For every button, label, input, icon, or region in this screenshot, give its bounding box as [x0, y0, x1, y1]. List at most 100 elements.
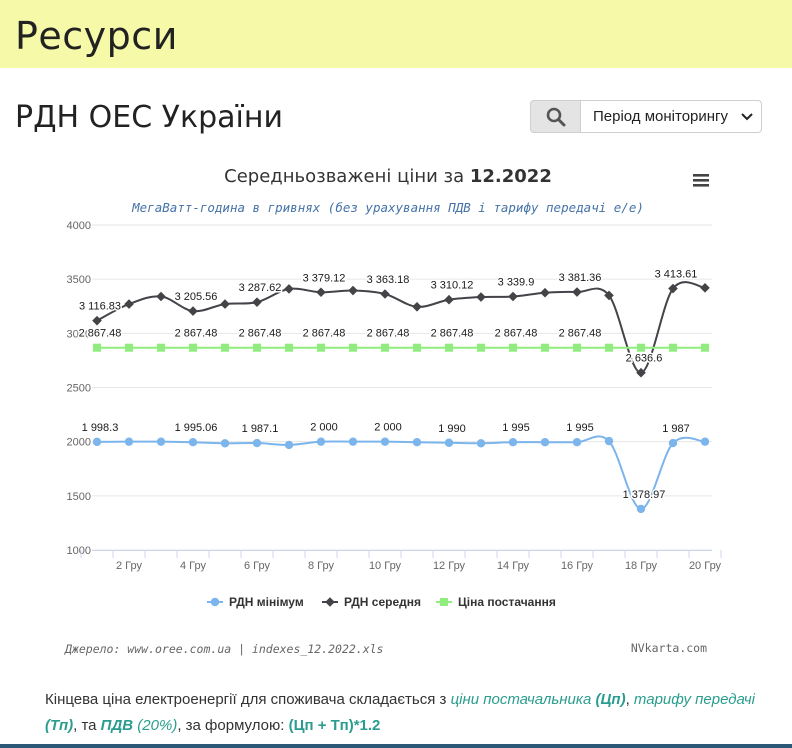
data-point[interactable]	[700, 437, 710, 446]
data-point[interactable]	[572, 438, 582, 447]
data-point[interactable]	[541, 343, 549, 352]
data-point[interactable]	[445, 343, 453, 352]
data-point[interactable]	[156, 437, 166, 446]
legend-marker[interactable]	[210, 597, 220, 607]
data-point[interactable]	[92, 437, 102, 447]
data-label: 2 867.48	[239, 328, 282, 340]
data-point[interactable]	[477, 343, 485, 352]
data-point[interactable]	[316, 437, 326, 446]
y-tick-label: 2000	[67, 437, 91, 449]
data-point[interactable]	[508, 291, 518, 302]
footer-text-4: , за формулою:	[177, 717, 289, 734]
data-label: 1 987.1	[242, 423, 279, 435]
y-tick-label: 3500	[67, 274, 91, 286]
data-point[interactable]	[476, 292, 486, 302]
legend-item[interactable]: Ціна постачання	[436, 595, 556, 609]
legend-label: Ціна постачання	[458, 595, 556, 609]
transmission-tariff-abbr: (Тп)	[45, 717, 74, 734]
data-label: 2 867.48	[495, 328, 538, 340]
legend-item[interactable]: РДН мінімум	[207, 595, 304, 609]
chart-subtitle: МегаВатт-година в гривнях (без урахуванн…	[131, 200, 644, 215]
data-point[interactable]	[700, 283, 710, 293]
series-line	[96, 281, 706, 374]
data-point[interactable]	[92, 315, 102, 326]
x-tick-label: 12 Гру	[433, 560, 466, 572]
data-point[interactable]	[604, 436, 614, 446]
transmission-tariff-link[interactable]: тарифу передачі (Тп)	[45, 691, 755, 734]
y-tick-label: 1000	[67, 545, 91, 557]
series-square	[93, 343, 709, 352]
data-point[interactable]	[220, 439, 230, 448]
data-point[interactable]	[220, 299, 230, 309]
footer-text-3: , та	[73, 717, 101, 734]
search-button[interactable]	[530, 100, 580, 133]
page-title: РДН ОЕС України	[15, 100, 283, 135]
data-point[interactable]	[253, 343, 261, 352]
data-point[interactable]	[444, 438, 454, 447]
vat-rate: (20%)	[133, 717, 178, 734]
data-point[interactable]	[668, 438, 678, 448]
data-point[interactable]	[605, 343, 613, 352]
data-point[interactable]	[444, 294, 454, 305]
data-point[interactable]	[412, 438, 422, 447]
data-point[interactable]	[125, 343, 133, 352]
data-point[interactable]	[284, 284, 294, 294]
data-label: 2 000	[374, 422, 402, 434]
data-point[interactable]	[508, 438, 518, 447]
period-select[interactable]: Період моніторингу	[580, 100, 762, 133]
data-point[interactable]	[636, 504, 646, 514]
data-label: 3 363.18	[367, 274, 410, 286]
data-point[interactable]	[412, 301, 422, 312]
data-point[interactable]	[540, 287, 550, 298]
data-point[interactable]	[285, 343, 293, 352]
data-point[interactable]	[93, 343, 101, 352]
data-label: 3 379.12	[303, 272, 346, 284]
data-point[interactable]	[573, 343, 581, 352]
data-point[interactable]	[604, 290, 614, 301]
x-tick-label: 10 Гру	[369, 560, 402, 572]
data-point[interactable]	[572, 287, 582, 297]
period-filter: Період моніторингу	[530, 100, 762, 133]
data-point[interactable]	[637, 343, 645, 352]
data-point[interactable]	[668, 283, 678, 294]
data-point[interactable]	[380, 437, 390, 446]
data-point[interactable]	[124, 437, 134, 446]
data-point[interactable]	[669, 343, 677, 352]
data-point[interactable]	[188, 438, 198, 447]
data-point[interactable]	[636, 367, 646, 378]
data-point[interactable]	[157, 343, 165, 352]
legend-label: РДН мінімум	[229, 595, 304, 609]
data-point[interactable]	[348, 437, 358, 446]
data-label: 2 867.48	[367, 328, 410, 340]
supplier-price-link[interactable]: ціни постачальника (Цп)	[451, 691, 626, 708]
x-tick-label: 2 Гру	[116, 560, 143, 572]
legend-label: РДН середня	[344, 595, 421, 609]
data-point[interactable]	[476, 439, 486, 448]
data-label: 3 413.61	[655, 269, 698, 281]
data-point[interactable]	[349, 343, 357, 352]
data-point[interactable]	[156, 291, 166, 302]
chevron-down-icon	[741, 112, 753, 120]
data-point[interactable]	[221, 343, 229, 352]
data-point[interactable]	[252, 438, 262, 448]
data-point[interactable]	[381, 343, 389, 352]
data-point[interactable]	[316, 287, 326, 298]
data-point[interactable]	[317, 343, 325, 352]
data-point[interactable]	[540, 438, 550, 447]
data-point[interactable]	[189, 343, 197, 352]
vat-link[interactable]: ПДВ (20%)	[101, 717, 178, 734]
data-point[interactable]	[284, 440, 294, 450]
legend-marker[interactable]	[440, 598, 448, 606]
data-point[interactable]	[124, 299, 134, 309]
chart-credits-brand[interactable]: NVkarta.com	[631, 641, 707, 655]
data-point[interactable]	[701, 343, 709, 352]
data-point[interactable]	[188, 306, 198, 316]
data-point[interactable]	[380, 289, 390, 299]
x-tick-label: 4 Гру	[180, 560, 207, 572]
chart-menu-button[interactable]	[690, 170, 712, 190]
x-tick-label: 18 Гру	[625, 560, 658, 572]
data-point[interactable]	[348, 285, 358, 296]
data-point[interactable]	[252, 297, 262, 307]
data-point[interactable]	[509, 343, 517, 352]
data-point[interactable]	[413, 343, 421, 352]
